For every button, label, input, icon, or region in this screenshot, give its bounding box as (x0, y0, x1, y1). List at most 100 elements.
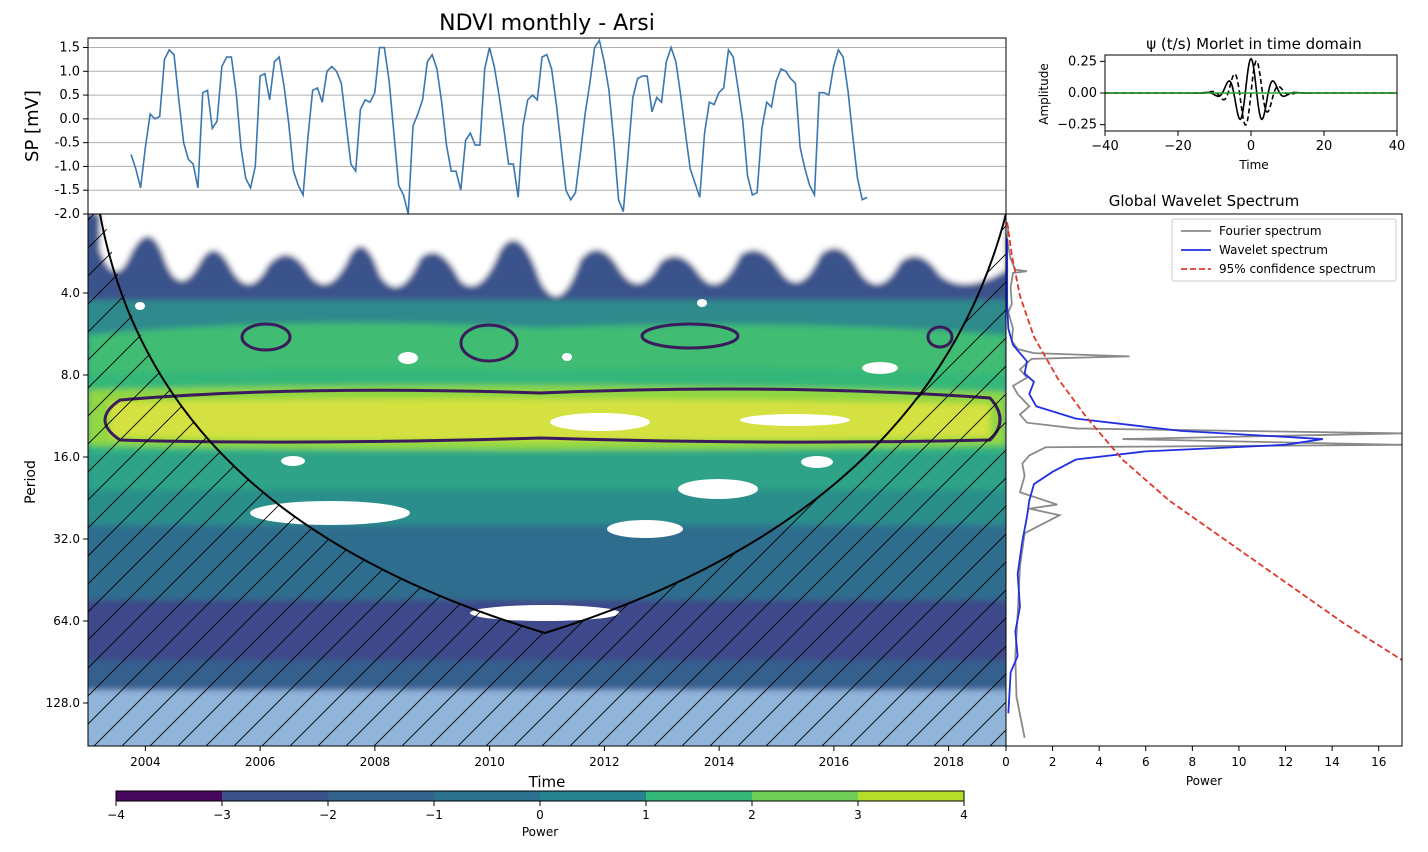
global-spectrum-xticks: 0 2 4 6 8 10 12 14 16 (1002, 746, 1386, 769)
colorbar-cell (222, 791, 329, 801)
global-spectrum-xtick-label: 4 (1095, 755, 1103, 769)
wavelet-upper-gap (100, 214, 1006, 296)
morlet-xtick-label: −20 (1164, 139, 1191, 154)
morlet-xlabel: Time (1238, 158, 1268, 172)
morlet-ylabel: Amplitude (1037, 63, 1051, 125)
global-spectrum-xlabel: Power (1186, 774, 1222, 788)
wavelet-xtick-label: 2006 (245, 755, 276, 769)
wavelet-xtick-label: 2014 (704, 755, 735, 769)
global-spectrum-panel: Global Wavelet Spectrum 0 2 4 6 8 10 12 14 16 Po… (1002, 192, 1403, 788)
wavelet-panel: 2004 2006 2008 2010 2012 2014 2016 2018 4.0 8.0 1… (23, 213, 1007, 791)
wavelet-ytick-label: 8.0 (61, 368, 80, 382)
colorbar-tick-label: −1 (425, 808, 443, 822)
colorbar-tick-label: −4 (107, 808, 125, 822)
timeseries-line (130, 38, 868, 214)
wavelet-xlabel: Time (528, 773, 566, 791)
morlet-yticks: 0.25 0.00 −0.25 (1057, 54, 1105, 133)
timeseries-ylabel: SP [mV] (22, 90, 43, 162)
global-spectrum-xtick-label: 0 (1002, 755, 1010, 769)
timeseries-frame (87, 37, 1007, 215)
colorbar-tick-label: −3 (213, 808, 231, 822)
wavelet-yticks: 4.0 8.0 16.0 32.0 64.0 128.0 (46, 286, 88, 710)
morlet-xtick-label: 40 (1389, 139, 1406, 154)
timeseries-grid (88, 47, 1006, 215)
timeseries-yticks: 1.5 1.0 0.5 0.0 -0.5 -1.0 -1.5 -2.0 (55, 41, 88, 222)
legend-entry: Fourier spectrum (1219, 224, 1322, 238)
timeseries-ytick-label: 1.5 (59, 41, 80, 56)
global-spectrum-legend: Fourier spectrum Wavelet spectrum 95% conf… (1171, 218, 1397, 282)
wavelet-xtick-label: 2016 (819, 755, 850, 769)
morlet-ytick-label: 0.25 (1068, 54, 1097, 69)
colorbar: −4 −3 −2 −1 0 1 2 3 4 Power (107, 790, 968, 839)
global-spectrum-line-1 (1006, 238, 1323, 714)
colorbar-label: Power (522, 825, 558, 839)
global-spectrum-xtick-label: 8 (1189, 755, 1197, 769)
wavelet-xtick-label: 2010 (474, 755, 505, 769)
wavelet-power-field (88, 214, 1006, 746)
band-12 (110, 398, 990, 441)
timeseries-ytick-label: -2.0 (55, 207, 80, 222)
cone-of-influence-line (99, 214, 1006, 635)
wavelet-ytick-label: 16.0 (53, 450, 80, 464)
wavelet-xtick-label: 2008 (360, 755, 391, 769)
global-spectrum-xtick-label: 12 (1278, 755, 1293, 769)
timeseries-ytick-label: 1.0 (59, 64, 80, 79)
wavelet-xtick-label: 2004 (130, 755, 161, 769)
colorbar-tick-label: 3 (854, 808, 862, 822)
wavelet-xtick-label: 2018 (933, 755, 964, 769)
morlet-xtick-label: 0 (1247, 139, 1255, 154)
timeseries-ytick-label: -0.5 (55, 136, 80, 151)
timeseries-ytick-label: -1.5 (55, 183, 80, 198)
wavelet-ytick-label: 64.0 (53, 614, 80, 628)
colorbar-cell (858, 791, 965, 801)
global-spectrum-line-2 (1006, 222, 1402, 661)
wavelet-ytick-label: 4.0 (61, 286, 80, 300)
colorbar-tick-label: 4 (960, 808, 968, 822)
colorbar-cell (328, 791, 435, 801)
timeseries-ytick-label: 0.5 (59, 88, 80, 103)
morlet-xtick-label: 20 (1316, 139, 1333, 154)
legend-entry: Wavelet spectrum (1219, 243, 1328, 257)
colorbar-cell (434, 791, 541, 801)
morlet-xticks: −40 −20 0 20 40 (1091, 131, 1405, 154)
morlet-ytick-label: −0.25 (1057, 118, 1097, 133)
wavelet-holes (135, 299, 898, 621)
global-spectrum-xtick-label: 14 (1324, 755, 1339, 769)
colorbar-cell (540, 791, 647, 801)
figure-title: NDVI monthly - Arsi (439, 11, 655, 36)
colorbar-tick-label: 0 (536, 808, 544, 822)
colorbar-tick-label: −2 (319, 808, 337, 822)
wavelet-xtick-label: 2012 (589, 755, 620, 769)
global-spectrum-xtick-label: 2 (1049, 755, 1057, 769)
timeseries-series (130, 38, 868, 214)
wavelet-xticks: 2004 2006 2008 2010 2012 2014 2016 2018 (130, 746, 964, 769)
wavelet-ytick-label: 32.0 (53, 532, 80, 546)
colorbar-tick-label: 1 (642, 808, 650, 822)
wavelet-ylabel: Period (23, 460, 39, 504)
morlet-title: ψ (t/s) Morlet in time domain (1146, 35, 1362, 53)
global-spectrum-frame (1005, 213, 1403, 747)
global-spectrum-series (1006, 222, 1402, 738)
colorbar-ticks: −4 −3 −2 −1 0 1 2 3 4 (107, 801, 968, 822)
colorbar-cells (116, 791, 965, 801)
legend-entry: 95% confidence spectrum (1219, 262, 1376, 276)
global-spectrum-xtick-label: 6 (1142, 755, 1150, 769)
colorbar-cell (646, 791, 753, 801)
timeseries-ytick-label: -1.0 (55, 159, 80, 174)
legend-box (1171, 218, 1397, 282)
colorbar-cell (116, 791, 223, 801)
colorbar-tick-label: 2 (748, 808, 756, 822)
morlet-xtick-label: −40 (1091, 139, 1118, 154)
global-spectrum-xtick-label: 10 (1231, 755, 1246, 769)
timeseries-ytick-label: 0.0 (59, 112, 80, 127)
morlet-series (1105, 57, 1397, 126)
global-spectrum-line-0 (1006, 226, 1402, 738)
global-spectrum-title: Global Wavelet Spectrum (1109, 192, 1300, 210)
morlet-panel: ψ (t/s) Morlet in time domain −40 −20 0 20 4… (1037, 35, 1405, 172)
wavelet-ytick-label: 128.0 (46, 696, 80, 710)
colorbar-cell (752, 791, 859, 801)
morlet-ytick-label: 0.00 (1068, 86, 1097, 101)
timeseries-panel: NDVI monthly - Arsi 1.5 1.0 0.5 0.0 -0.5 -1.0… (22, 11, 1007, 222)
global-spectrum-xtick-label: 16 (1371, 755, 1386, 769)
